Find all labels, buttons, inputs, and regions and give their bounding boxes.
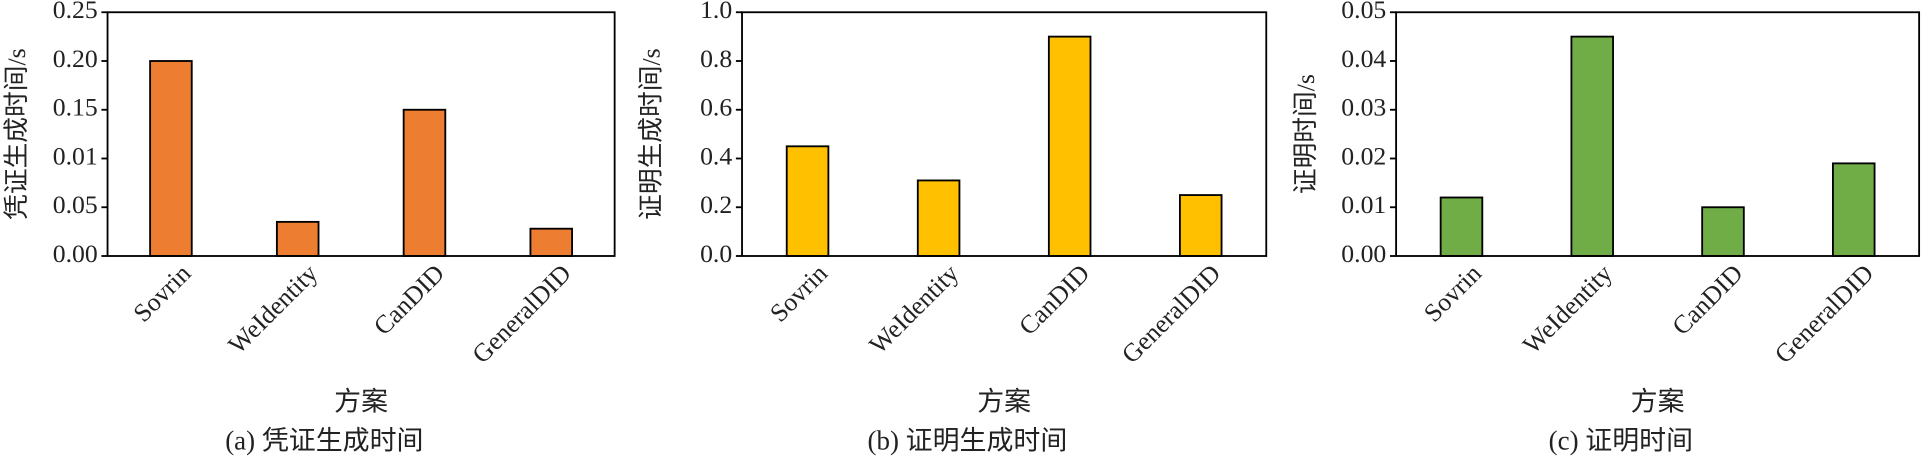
bar (529, 227, 573, 257)
bar (402, 108, 447, 257)
bar (1832, 162, 1876, 257)
bar (149, 60, 193, 257)
x-tick-label: GeneralDID (1116, 259, 1226, 369)
bar (1047, 35, 1092, 257)
y-axis-title: 证明生成时间/s (637, 48, 666, 219)
y-tick-label: 1.0 (700, 0, 732, 24)
bar (1178, 194, 1223, 257)
y-axis-title: 证明时间/s (1291, 74, 1320, 194)
x-tick-label: GeneralDID (1769, 259, 1879, 369)
chart-caption: (c) 证明时间 (1549, 426, 1693, 456)
x-tick-label: Sovrin (764, 259, 833, 328)
y-tick-label: 0.15 (53, 93, 98, 122)
x-axis-title: 方案 (977, 386, 1031, 416)
y-tick-label: 0.6 (700, 93, 732, 122)
bar (1439, 196, 1484, 257)
bar (916, 179, 961, 257)
x-tick-label: GeneralDID (466, 259, 576, 369)
y-tick-label: 0.01 (1341, 190, 1386, 219)
x-tick-label: WeIdentity (1517, 259, 1618, 360)
y-tick-label: 0.00 (53, 239, 98, 268)
x-axis-title: 方案 (1631, 386, 1685, 416)
y-tick-label: 0.25 (53, 0, 98, 24)
x-tick-label: WeIdentity (863, 259, 964, 360)
plot-frame (741, 11, 1268, 257)
y-tick-label: 0.04 (1341, 44, 1386, 73)
y-tick-label: 0.02 (1341, 141, 1386, 170)
plot-frame (1395, 11, 1921, 257)
x-axis-title: 方案 (334, 386, 388, 416)
x-tick-label: CanDID (1666, 259, 1748, 341)
chart-caption: (b) 证明生成时间 (868, 426, 1068, 456)
y-tick-label: 0.00 (1341, 239, 1386, 268)
x-tick-label: Sovrin (127, 259, 196, 328)
x-tick-label: WeIdentity (222, 259, 323, 360)
bar (785, 145, 830, 257)
x-tick-label: Sovrin (1418, 259, 1487, 328)
y-tick-label: 0.03 (1341, 93, 1386, 122)
bar (275, 220, 320, 257)
y-axis-title: 凭证生成时间/s (2, 48, 31, 219)
x-tick-label: CanDID (1013, 259, 1095, 341)
y-tick-label: 0.0 (700, 239, 732, 268)
y-tick-label: 0.05 (53, 190, 98, 219)
y-tick-label: 0.01 (53, 141, 98, 170)
y-tick-label: 0.4 (700, 141, 732, 170)
chart-caption: (a) 凭证生成时间 (225, 426, 423, 456)
y-tick-label: 0.20 (53, 44, 98, 73)
bar (1701, 206, 1745, 257)
x-tick-label: CanDID (368, 259, 450, 341)
bar (1570, 35, 1614, 257)
plot-frame (106, 11, 616, 257)
y-tick-label: 0.05 (1341, 0, 1386, 24)
y-tick-label: 0.2 (700, 190, 732, 219)
y-tick-label: 0.8 (700, 44, 732, 73)
